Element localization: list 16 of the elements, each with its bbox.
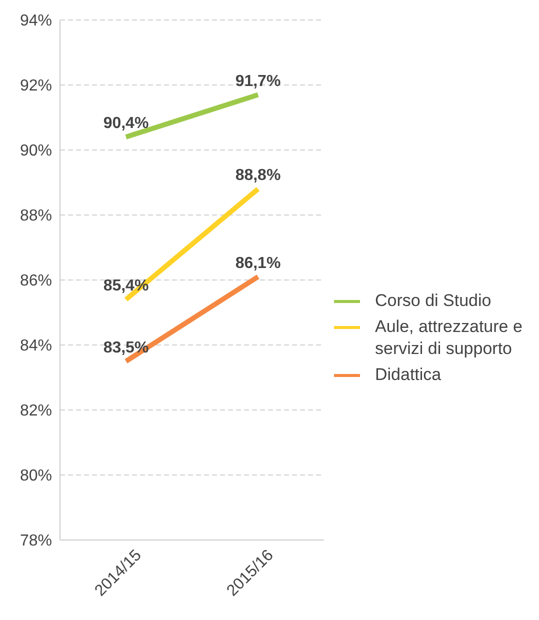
y-tick-label: 82% xyxy=(20,402,52,420)
legend-label: Didattica xyxy=(375,364,442,386)
y-tick-label: 78% xyxy=(20,532,52,550)
y-tick-label: 80% xyxy=(20,468,52,485)
y-tick-label: 90% xyxy=(20,142,52,160)
y-tick-label: 94% xyxy=(20,12,52,30)
y-tick-label: 84% xyxy=(20,338,52,355)
data-label: 86,1% xyxy=(235,254,281,272)
legend-label: Aule, attrezzature e servizi di supporto xyxy=(375,316,524,360)
y-tick-label: 92% xyxy=(20,78,52,95)
y-tick-label: 88% xyxy=(20,208,52,225)
data-label: 91,7% xyxy=(235,72,281,90)
data-label: 88,8% xyxy=(235,167,281,184)
y-tick-label: 86% xyxy=(20,272,52,290)
data-label: 90,4% xyxy=(103,115,149,132)
legend-label: Corso di Studio xyxy=(375,290,492,312)
